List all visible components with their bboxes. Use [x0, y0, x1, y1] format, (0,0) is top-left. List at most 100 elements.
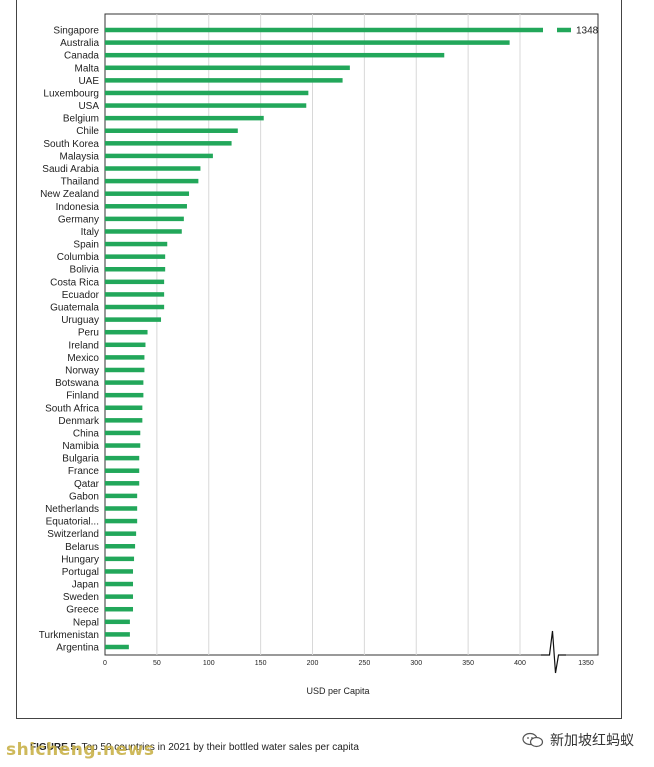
wechat-icon: [522, 732, 544, 748]
category-label: Hungary: [61, 554, 99, 565]
category-label: Peru: [78, 328, 99, 339]
category-label: Costa Rica: [50, 277, 99, 288]
category-label: Ecuador: [62, 290, 100, 301]
category-label: Belarus: [65, 542, 99, 553]
category-label: Luxembourg: [43, 88, 99, 99]
bar: [105, 204, 187, 209]
bar: [105, 141, 232, 146]
bar: [105, 594, 134, 599]
x-tick-label: 100: [203, 660, 215, 667]
bar: [105, 468, 140, 473]
category-label: Nepal: [73, 617, 99, 628]
category-label: Sweden: [63, 592, 99, 603]
x-tick-label: 300: [410, 660, 422, 667]
bar: [105, 52, 445, 58]
bar: [105, 606, 134, 612]
bar: [105, 241, 168, 247]
bar: [105, 40, 510, 45]
category-label: Gabon: [69, 491, 99, 502]
category-label: Australia: [60, 38, 99, 49]
watermark-shicheng: shicheng.news: [6, 740, 155, 760]
bar: [105, 367, 145, 373]
x-tick-label: 250: [359, 660, 371, 667]
category-label: Germany: [58, 214, 99, 225]
x-tick-label: 350: [462, 660, 474, 667]
category-label: Bulgaria: [62, 454, 99, 465]
bar: [105, 166, 201, 171]
bar: [105, 405, 143, 411]
category-label: Netherlands: [45, 504, 99, 515]
x-tick-label: 0: [103, 660, 107, 667]
x-tick-label: 150: [255, 660, 267, 667]
bar: [105, 531, 137, 536]
category-label: Botswana: [55, 378, 99, 389]
category-label: Greece: [66, 605, 99, 616]
category-label: Bolivia: [70, 265, 100, 276]
category-label: Belgium: [63, 114, 99, 125]
watermark-wechat-text: 新加坡红蚂蚁: [550, 732, 634, 748]
category-label: Portugal: [62, 567, 99, 578]
bar: [105, 78, 343, 83]
bar: [105, 556, 135, 562]
figure-number: FIGURE 5.: [30, 742, 79, 753]
bar: [105, 380, 144, 385]
category-label: Argentina: [56, 643, 99, 654]
category-label: Denmark: [58, 416, 100, 427]
category-label: New Zealand: [40, 189, 99, 200]
category-label: Singapore: [53, 26, 99, 37]
category-label: Malaysia: [60, 151, 100, 162]
bar: [105, 115, 264, 121]
bar: [105, 304, 165, 310]
bar: [105, 279, 165, 285]
bar: [105, 128, 238, 133]
bar: [105, 90, 309, 96]
bar: [105, 392, 144, 398]
figure-caption-text: Top 50 countries in 2021 by their bottle…: [78, 742, 359, 753]
category-label: Norway: [65, 365, 99, 376]
bar: [105, 103, 307, 108]
category-label: Turkmenistan: [39, 630, 99, 641]
bar: [105, 153, 213, 159]
bar: [105, 178, 199, 184]
category-label: Equatorial...: [46, 517, 99, 528]
bar: [105, 481, 140, 486]
category-label: Canada: [64, 51, 99, 62]
bar: [105, 266, 166, 272]
category-label: Columbia: [57, 252, 100, 263]
category-label: Namibia: [62, 441, 99, 452]
category-label: Mexico: [67, 353, 99, 364]
category-label: South Africa: [45, 403, 99, 414]
category-label: Malta: [75, 63, 100, 74]
bar-continuation: [557, 27, 571, 33]
bar: [105, 418, 143, 423]
x-tick-label: 200: [307, 660, 319, 667]
bar: [105, 342, 146, 348]
axis-break-marker: [541, 630, 566, 674]
x-tick-label: 400: [514, 660, 526, 667]
category-label: South Korea: [43, 139, 99, 150]
category-label: China: [73, 428, 100, 439]
category-label: France: [68, 466, 100, 477]
bar: [105, 644, 129, 650]
bar: [105, 191, 190, 196]
category-label: Italy: [81, 227, 99, 238]
chart-frame: [16, 0, 622, 719]
figure-caption: FIGURE 5. Top 50 countries in 2021 by th…: [30, 742, 359, 753]
category-label: Qatar: [74, 479, 100, 490]
bar: [105, 518, 138, 524]
bar: [105, 632, 130, 637]
bar: [105, 443, 141, 448]
bar: [105, 355, 145, 360]
bar: [105, 581, 134, 587]
bar: [105, 493, 138, 499]
category-label: Saudi Arabia: [42, 164, 99, 175]
category-label: USA: [78, 101, 99, 112]
bar: [105, 27, 543, 33]
bar: [105, 329, 148, 335]
data-label: 1348: [576, 26, 599, 37]
category-label: UAE: [78, 76, 99, 87]
x-tick-label: 50: [153, 660, 161, 667]
bar: [105, 317, 162, 322]
category-label: Switzerland: [47, 529, 99, 540]
